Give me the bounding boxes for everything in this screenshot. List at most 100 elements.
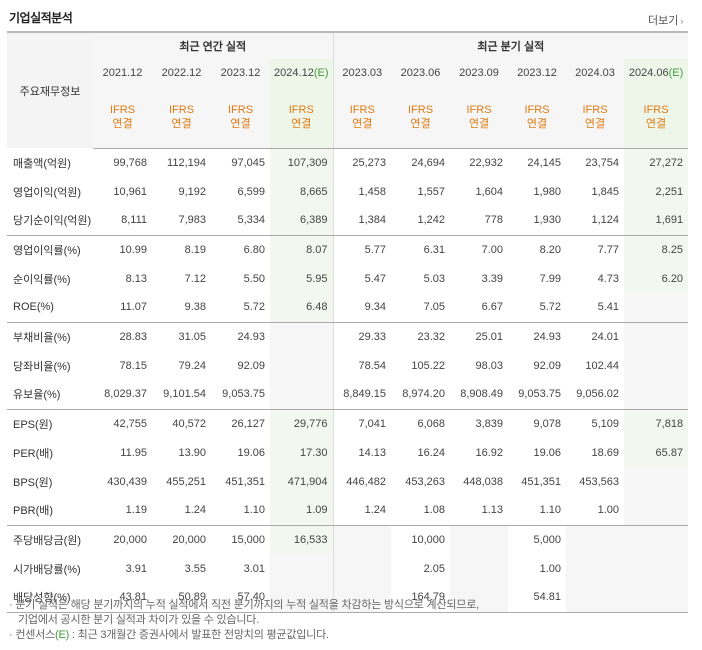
basis-header: IFRS 연결 bbox=[333, 87, 392, 149]
table-cell: 13.90 bbox=[178, 446, 206, 459]
table-row: 유보율(%) 8,029.37 9,101.54 9,053.75 8,849.15 8,… bbox=[7, 380, 689, 410]
table-cell: 7,041 bbox=[358, 417, 387, 430]
table-cell: 9,053.75 bbox=[211, 380, 270, 410]
table-cell: 1,557 bbox=[417, 185, 446, 198]
table-cell bbox=[270, 351, 334, 380]
table-cell: 3.39 bbox=[481, 272, 504, 285]
table-cell: 6.20 bbox=[624, 264, 689, 293]
basis-scope: 연결 bbox=[645, 118, 667, 131]
basis-standard: IFRS bbox=[524, 104, 550, 117]
table-cell: 16.92 bbox=[475, 446, 504, 459]
table-cell: 5.41 bbox=[566, 293, 625, 323]
table-cell: 9.34 bbox=[333, 293, 392, 323]
period-header: 2023.12 bbox=[508, 59, 567, 87]
section-header: 기업실적분석 더보기 › bbox=[0, 0, 702, 32]
table-cell: 18.69 bbox=[591, 446, 620, 459]
table-cell: 7.05 bbox=[391, 293, 451, 323]
table-cell bbox=[333, 525, 392, 554]
table-cell: 24,145 bbox=[527, 156, 562, 169]
table-cell: 15,000 bbox=[231, 533, 265, 546]
table-cell: 16.24 bbox=[417, 446, 446, 459]
table-cell: 3.01 bbox=[243, 562, 265, 575]
table-cell: 5.72 bbox=[508, 293, 567, 323]
table-cell: 17.30 bbox=[270, 438, 334, 467]
table-cell: 9,078 bbox=[533, 417, 562, 430]
table-cell: 3.55 bbox=[184, 562, 206, 575]
more-link[interactable]: 더보기 › bbox=[648, 12, 683, 28]
basis-header: IFRS 연결 bbox=[211, 87, 270, 149]
table-cell: 1.19 bbox=[93, 496, 152, 526]
basis-scope: 연결 bbox=[410, 118, 431, 131]
estimate-mark: (E) bbox=[668, 67, 684, 79]
table-cell: 54.81 bbox=[508, 583, 567, 613]
table-cell bbox=[624, 554, 689, 583]
table-row: 시가배당률(%) 3.91 3.55 3.01 2.05 1.00 bbox=[7, 554, 689, 583]
table-cell: 5.77 bbox=[364, 243, 387, 256]
table-cell: 448,038 bbox=[463, 475, 504, 488]
table-cell: 5.03 bbox=[423, 272, 446, 285]
table-cell: 6.80 bbox=[243, 243, 265, 256]
table-cell: 78.54 bbox=[358, 359, 387, 372]
table-cell: 112,194 bbox=[167, 156, 206, 169]
table-cell: 8.25 bbox=[624, 235, 689, 264]
row-label: 시가배당률(%) bbox=[7, 554, 93, 583]
row-label: 유보율(%) bbox=[7, 380, 93, 410]
basis-header: IFRS 연결 bbox=[566, 87, 625, 149]
footnote-2: · 컨센서스(E) : 최근 3개월간 증권사에서 발표한 전망치의 평균값입니… bbox=[9, 628, 479, 643]
table-cell bbox=[566, 554, 625, 583]
table-cell: 8,665 bbox=[270, 177, 334, 206]
period-header: 2024.06(E) bbox=[624, 59, 689, 87]
row-label: 주당배당금(원) bbox=[7, 525, 93, 554]
row-label: 부채비율(%) bbox=[7, 322, 93, 351]
table-cell: 92.09 bbox=[533, 359, 562, 372]
footnotes: · 분기 실적은 해당 분기까지의 누적 실적에서 직전 분기까지의 누적 실적… bbox=[9, 598, 479, 643]
table-cell: 19.06 bbox=[237, 446, 265, 459]
footnote-1: · 분기 실적은 해당 분기까지의 누적 실적에서 직전 분기까지의 누적 실적… bbox=[9, 599, 480, 611]
table-cell: 1,980 bbox=[533, 185, 562, 198]
table-cell: 14.13 bbox=[358, 446, 387, 459]
footnote-1-cont: 기업에서 공시한 분기 실적과 차이가 있을 수 있습니다. bbox=[18, 614, 260, 626]
table-cell: 164.79 bbox=[391, 583, 451, 613]
table-cell: 20,000 bbox=[172, 533, 206, 546]
row-label: 영업이익(억원) bbox=[7, 177, 93, 206]
table-cell bbox=[450, 525, 509, 554]
table-cell: 7.12 bbox=[184, 272, 206, 285]
table-row: 배당성향(%) 43.81 50.89 57.40 164.79 54.81 bbox=[7, 583, 689, 613]
basis-scope: 연결 bbox=[584, 118, 606, 131]
table-cell: 455,251 bbox=[166, 475, 206, 488]
table-cell: 24.93 bbox=[533, 330, 562, 343]
basis-header: IFRS 연결 bbox=[391, 87, 451, 149]
period-header: 2021.12 bbox=[93, 59, 152, 87]
estimate-mark: (E) bbox=[55, 629, 70, 641]
table-cell: 5,109 bbox=[591, 417, 620, 430]
table-cell: 23,754 bbox=[585, 156, 620, 169]
table-cell: 9,056.02 bbox=[566, 380, 625, 410]
row-label: 당기순이익(억원) bbox=[7, 206, 93, 236]
table-cell: 7.77 bbox=[597, 243, 620, 256]
table-cell: 8.13 bbox=[125, 272, 147, 285]
table-cell: 29,776 bbox=[270, 409, 334, 438]
table-cell: 57.40 bbox=[211, 583, 270, 613]
basis-standard: IFRS bbox=[643, 104, 669, 117]
row-label: 배당성향(%) bbox=[7, 583, 93, 613]
table-cell: 5.72 bbox=[211, 293, 270, 323]
table-cell bbox=[624, 467, 689, 496]
period-header: 2023.12 bbox=[211, 59, 270, 87]
table-cell: 11.07 bbox=[93, 293, 152, 323]
table-cell: 1,604 bbox=[475, 185, 504, 198]
table-cell: 6,389 bbox=[270, 206, 334, 236]
table-cell: 6.67 bbox=[450, 293, 509, 323]
table-cell: 5.95 bbox=[270, 264, 334, 293]
table-cell: 1,845 bbox=[591, 185, 620, 198]
footnote-2-prefix: · 컨센서스 bbox=[9, 629, 55, 641]
table-cell: 27,272 bbox=[624, 148, 689, 177]
section-title: 기업실적분석 bbox=[9, 11, 73, 25]
period-label: 2023.03 bbox=[342, 67, 383, 79]
financial-summary-table: 주요재무정보 최근 연간 실적 최근 분기 실적 2021.12 2022.12 2… bbox=[7, 31, 689, 613]
period-header: 2023.06 bbox=[391, 59, 451, 87]
table-cell: 1.08 bbox=[391, 496, 451, 526]
table-cell: 8,908.49 bbox=[450, 380, 509, 410]
basis-scope: 연결 bbox=[230, 118, 251, 131]
table-cell: 6,068 bbox=[417, 417, 446, 430]
table-cell bbox=[450, 554, 509, 583]
